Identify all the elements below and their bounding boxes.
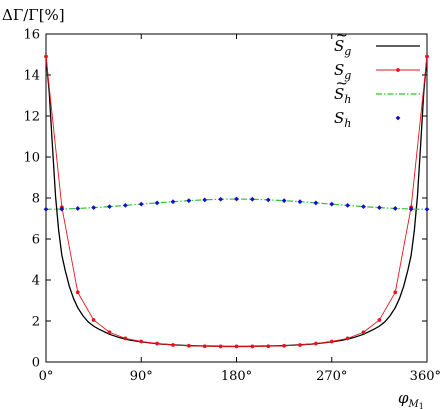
series-point <box>139 339 144 344</box>
x-tick-label: 360° <box>410 369 441 384</box>
x-axis-title-subscript: M <box>408 399 420 409</box>
series-point <box>282 343 287 348</box>
series-point <box>218 196 224 202</box>
series-point <box>281 198 287 204</box>
series-point <box>43 206 49 212</box>
series-point <box>361 204 366 210</box>
series-point <box>376 205 382 211</box>
legend-label-main: S <box>334 37 344 55</box>
series-point <box>155 341 160 346</box>
y-tick-label: 0 <box>32 356 40 371</box>
series-point <box>313 341 318 346</box>
series-1 <box>45 56 428 348</box>
series-point <box>186 198 192 204</box>
legend-label-subscript: g <box>344 45 351 58</box>
series-point <box>91 205 97 211</box>
axis-ticks: 0 2 4 6 8 10 12 14 16 0° 90° 180° 270° 360° <box>23 28 441 385</box>
legend-label-main: S <box>334 85 344 103</box>
series-line <box>45 56 428 347</box>
y-tick-label: 6 <box>32 233 40 248</box>
legend-label-main: S <box>334 61 344 79</box>
x-tick-label: 180° <box>221 369 252 384</box>
series-2 <box>44 54 429 349</box>
y-tick-label: 14 <box>23 69 40 84</box>
series-point <box>298 343 302 347</box>
series-point <box>266 344 271 349</box>
y-tick-label: 8 <box>32 192 40 207</box>
x-axis-title-subscript-index: 1 <box>419 402 424 409</box>
series-point <box>345 336 350 341</box>
series-point <box>186 343 191 348</box>
x-tick-label: 0° <box>39 369 54 384</box>
series-point <box>123 336 128 341</box>
legend-label-subscript: h <box>344 117 351 130</box>
series-point <box>75 206 81 211</box>
x-tick-label: 270° <box>316 369 347 384</box>
series-point <box>329 201 335 207</box>
series-point <box>59 206 65 212</box>
series-point <box>107 204 112 210</box>
series-point <box>392 206 398 211</box>
x-tick-label: 90° <box>130 369 153 384</box>
series-point <box>297 199 303 205</box>
y-tick-label: 4 <box>32 274 40 289</box>
series-point <box>361 330 366 335</box>
legend-label: Sg <box>334 37 351 58</box>
series-point <box>171 343 175 347</box>
series-point <box>44 54 48 59</box>
series-point <box>393 290 398 295</box>
series-point <box>234 196 239 202</box>
y-tick-label: 2 <box>32 315 40 330</box>
legend-swatch-point <box>395 115 401 121</box>
series-point <box>329 339 334 344</box>
y-tick-label: 12 <box>23 110 40 125</box>
legend-label-main: S <box>334 109 344 127</box>
y-tick-label: 10 <box>23 151 40 166</box>
series-point <box>250 344 255 349</box>
series-point <box>408 206 414 212</box>
series-point <box>218 344 223 349</box>
series-point <box>424 206 430 212</box>
series-point <box>75 290 80 295</box>
legend-swatch-point <box>396 68 400 72</box>
legend-label: Sg <box>334 61 351 82</box>
series-4 <box>43 196 430 212</box>
series-line <box>45 56 428 348</box>
series-point <box>265 197 271 203</box>
series-point <box>138 201 144 207</box>
series-point <box>202 197 208 203</box>
legend-label-subscript: h <box>344 93 351 106</box>
x-axis-title: φM1 <box>398 389 424 409</box>
series-point <box>313 200 319 206</box>
y-tick-label: 16 <box>23 28 40 43</box>
series-layer <box>43 54 430 349</box>
x-axis-title-phi: φ <box>398 389 409 407</box>
series-point <box>91 318 96 322</box>
series-point <box>107 330 112 335</box>
series-point <box>345 202 351 208</box>
series-point <box>154 200 160 206</box>
series-point <box>122 202 128 208</box>
legend-label: Sh <box>334 85 351 106</box>
legend-label: Sh <box>334 109 351 130</box>
legend-label-tilde: ~ <box>336 74 349 92</box>
series-point <box>377 318 382 322</box>
legend-label-subscript: g <box>344 69 351 82</box>
series-point <box>425 54 429 59</box>
y-axis-title: ΔΓ/Γ[%] <box>2 6 65 24</box>
series-point <box>202 344 207 349</box>
series-point <box>170 199 176 205</box>
series-point <box>249 196 255 202</box>
legend-label-tilde: ~ <box>336 26 349 44</box>
series-point <box>234 344 239 349</box>
